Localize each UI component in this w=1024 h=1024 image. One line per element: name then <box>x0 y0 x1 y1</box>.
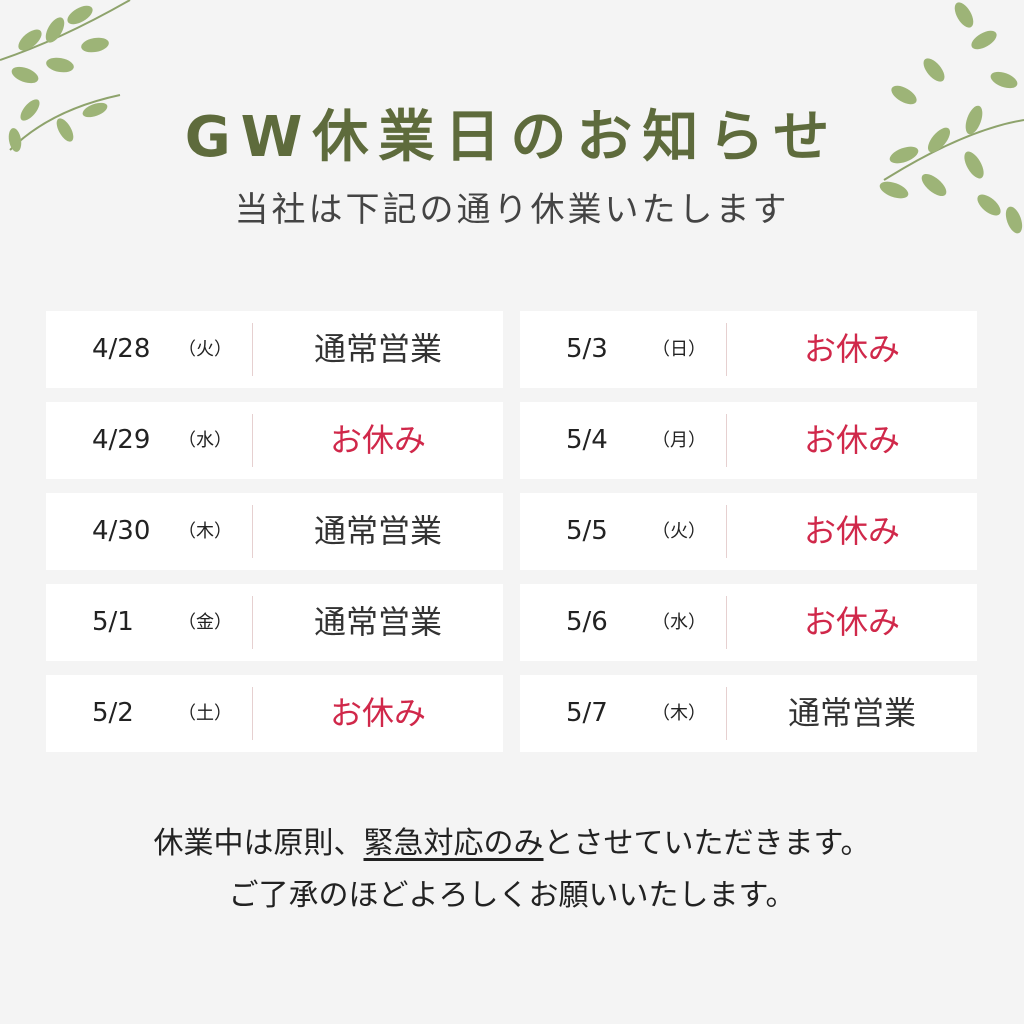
status: お休み <box>329 421 426 459</box>
day-of-week: （水） <box>652 612 706 633</box>
date: 5/5 <box>566 516 608 546</box>
notice-text-part: 休業中は原則、 <box>153 826 364 861</box>
status: 通常営業 <box>313 603 442 641</box>
date: 5/4 <box>566 425 608 455</box>
date: 5/6 <box>566 607 608 637</box>
status: お休み <box>803 330 900 368</box>
leaf-decoration-top-left <box>0 0 131 152</box>
status: 通常営業 <box>313 330 442 368</box>
date: 4/28 <box>92 334 151 364</box>
schedule-column-left: 4/28 （火） 通常営業 4/29 （水） お休み 4/30 （木） 通常営業 5/1 （金） 通常… <box>46 311 503 766</box>
divider <box>252 596 253 649</box>
schedule-row: 4/30 （木） 通常営業 <box>46 493 503 570</box>
schedule-row: 4/29 （水） お休み <box>46 402 503 479</box>
page-subtitle: 当社は下記の通り休業いたします <box>234 190 790 230</box>
divider <box>726 505 727 558</box>
status: 通常営業 <box>313 512 442 550</box>
notice-line-1: 休業中は原則、緊急対応のみとさせていただきます。 <box>0 818 1024 870</box>
day-of-week: （土） <box>178 703 232 724</box>
notice-line-2: ご了承のほどよろしくお願いいたします。 <box>228 878 796 913</box>
status: お休み <box>803 512 900 550</box>
day-of-week: （水） <box>178 430 232 451</box>
divider <box>726 323 727 376</box>
status: お休み <box>803 603 900 641</box>
divider <box>252 414 253 467</box>
notice-text-part: とさせていただきます。 <box>543 826 871 861</box>
schedule-row: 5/2 （土） お休み <box>46 675 503 752</box>
schedule-row: 5/6 （水） お休み <box>520 584 977 661</box>
date: 5/2 <box>92 698 134 728</box>
day-of-week: （日） <box>652 339 706 360</box>
day-of-week: （火） <box>652 521 706 542</box>
date: 4/29 <box>92 425 151 455</box>
notice-emphasis: 緊急対応のみ <box>363 826 544 861</box>
schedule-column-right: 5/3 （日） お休み 5/4 （月） お休み 5/5 （火） お休み 5/6 （水） お休み 5/7 （… <box>520 311 977 766</box>
divider <box>726 414 727 467</box>
day-of-week: （木） <box>652 703 706 724</box>
schedule-row: 5/7 （木） 通常営業 <box>520 675 977 752</box>
schedule-row: 5/5 （火） お休み <box>520 493 977 570</box>
day-of-week: （火） <box>178 339 232 360</box>
schedule-row: 5/3 （日） お休み <box>520 311 977 388</box>
notice-text: 休業中は原則、緊急対応のみとさせていただきます。 ご了承のほどよろしくお願いいた… <box>0 818 1024 922</box>
status: お休み <box>329 694 426 732</box>
date: 5/7 <box>566 698 608 728</box>
schedule-row: 5/1 （金） 通常営業 <box>46 584 503 661</box>
day-of-week: （金） <box>178 612 232 633</box>
date: 5/1 <box>92 607 134 637</box>
day-of-week: （月） <box>652 430 706 451</box>
page-title: GW休業日のお知らせ <box>184 105 840 170</box>
divider <box>252 687 253 740</box>
leaf-decoration-top-right <box>879 2 1024 234</box>
divider <box>252 505 253 558</box>
divider <box>726 687 727 740</box>
date: 5/3 <box>566 334 608 364</box>
schedule-row: 5/4 （月） お休み <box>520 402 977 479</box>
status: 通常営業 <box>787 694 916 732</box>
date: 4/30 <box>92 516 151 546</box>
divider <box>252 323 253 376</box>
status: お休み <box>803 421 900 459</box>
day-of-week: （木） <box>178 521 232 542</box>
divider <box>726 596 727 649</box>
schedule-row: 4/28 （火） 通常営業 <box>46 311 503 388</box>
